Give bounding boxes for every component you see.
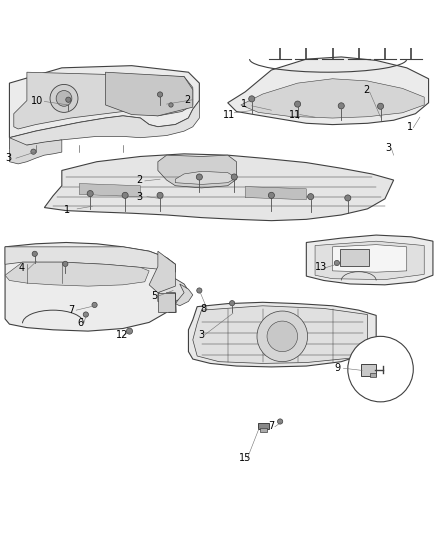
Circle shape [278,419,283,424]
Text: 4: 4 [18,263,24,273]
Text: 7: 7 [268,421,274,431]
Circle shape [169,103,173,107]
Polygon shape [5,262,149,286]
Text: 11: 11 [223,110,236,119]
Circle shape [230,301,235,306]
Polygon shape [332,245,407,272]
Circle shape [127,328,133,334]
Polygon shape [149,251,175,293]
Text: 13: 13 [315,262,327,272]
Circle shape [50,84,78,112]
FancyBboxPatch shape [361,364,376,376]
Polygon shape [44,154,394,221]
Polygon shape [175,284,193,306]
Polygon shape [106,72,193,116]
Text: 11: 11 [289,110,301,119]
Circle shape [249,96,255,102]
Circle shape [345,195,351,201]
Polygon shape [10,66,199,138]
Circle shape [378,103,384,109]
Circle shape [334,261,339,265]
Text: 7: 7 [68,305,74,315]
Text: 10: 10 [31,95,43,106]
Text: 15: 15 [239,453,251,463]
Polygon shape [5,247,175,270]
Circle shape [157,192,163,198]
Text: 3: 3 [198,329,204,340]
FancyBboxPatch shape [258,423,269,429]
Circle shape [348,336,413,402]
Text: 1: 1 [64,205,70,215]
Polygon shape [241,79,424,118]
Polygon shape [315,241,424,280]
Polygon shape [158,155,237,188]
Polygon shape [188,302,376,367]
Text: 3: 3 [385,143,391,153]
Circle shape [31,149,36,154]
Text: 2: 2 [184,95,191,104]
Circle shape [92,302,97,308]
Circle shape [267,321,297,352]
Polygon shape [175,171,237,184]
Circle shape [83,312,88,317]
Text: 6: 6 [77,318,83,328]
Text: 3: 3 [5,153,11,163]
Circle shape [66,97,71,102]
Polygon shape [5,243,175,331]
Circle shape [63,261,68,266]
FancyBboxPatch shape [261,428,267,432]
Polygon shape [228,57,428,125]
Circle shape [197,288,202,293]
Circle shape [294,101,300,107]
Polygon shape [158,275,188,304]
FancyBboxPatch shape [370,373,376,377]
Circle shape [157,92,162,97]
Text: 2: 2 [136,175,142,185]
Text: 12: 12 [117,330,129,341]
Text: 1: 1 [241,99,247,109]
Circle shape [231,174,237,180]
FancyBboxPatch shape [340,249,369,265]
Circle shape [268,192,275,198]
Circle shape [32,251,37,256]
Text: 3: 3 [136,192,142,201]
Polygon shape [10,138,62,164]
Circle shape [257,311,307,362]
Polygon shape [14,72,193,129]
Polygon shape [193,306,367,364]
Polygon shape [158,293,175,312]
Text: 8: 8 [201,304,207,314]
Text: 2: 2 [363,85,369,95]
Circle shape [196,174,202,180]
Polygon shape [245,187,306,200]
Circle shape [338,103,344,109]
Circle shape [87,190,93,197]
Text: 5: 5 [151,291,158,301]
Text: 1: 1 [407,122,413,132]
Polygon shape [10,101,199,149]
Circle shape [307,193,314,200]
Text: 9: 9 [335,363,341,373]
Circle shape [56,91,72,106]
Polygon shape [306,235,433,285]
Circle shape [122,192,128,198]
Polygon shape [79,183,141,197]
